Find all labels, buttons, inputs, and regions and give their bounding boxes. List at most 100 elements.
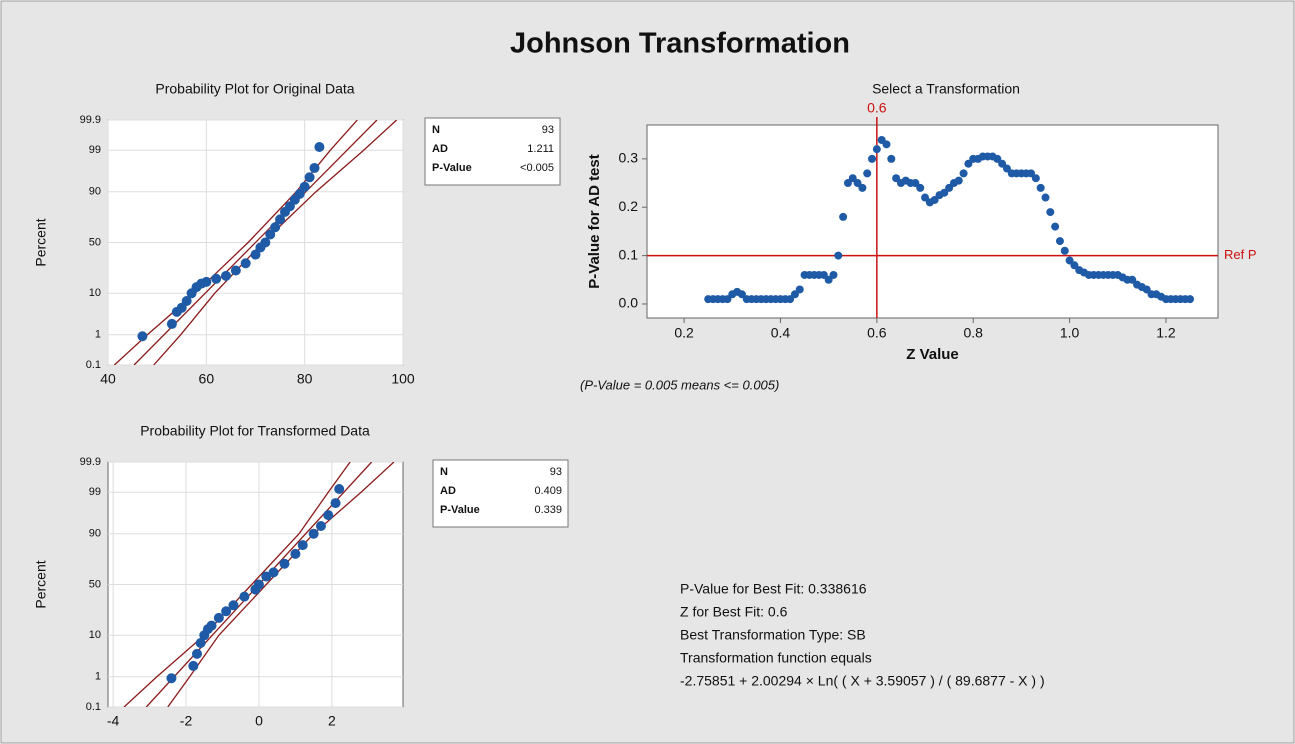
data-point: [213, 612, 224, 623]
data-point: [240, 258, 251, 269]
stats-label: AD: [440, 485, 456, 497]
summary-line: Best Transformation Type: SB: [680, 627, 866, 643]
y-tick-label: 10: [89, 287, 101, 299]
x-tick-label: 60: [199, 371, 215, 387]
data-point: [330, 498, 341, 509]
data-point: [887, 154, 896, 163]
data-point: [1031, 174, 1040, 183]
y-tick-label: 99.9: [80, 114, 101, 126]
y-tick-label: 50: [89, 236, 101, 248]
y-tick-label: 1: [95, 671, 101, 683]
data-point: [795, 285, 804, 294]
data-point: [181, 296, 192, 307]
data-point: [304, 172, 315, 183]
confidence-band: [167, 462, 395, 707]
data-point: [297, 540, 308, 551]
summary-line: -2.75851 + 2.00294 × Ln( ( X + 3.59057 )…: [680, 673, 1045, 689]
reference-label: Ref P: [1224, 247, 1257, 262]
y-tick-label: 99.9: [80, 456, 101, 468]
data-point: [228, 600, 239, 611]
plot-area: [646, 124, 1219, 319]
confidence-band: [113, 120, 358, 365]
stats-label: N: [432, 124, 440, 136]
stats-value: 93: [542, 124, 554, 136]
plot-title: Select a Transformation: [872, 81, 1020, 97]
data-point: [221, 606, 232, 617]
stats-box: [424, 117, 561, 186]
data-point: [959, 169, 968, 178]
y-tick-label: 99: [89, 486, 101, 498]
data-point: [261, 571, 272, 582]
data-point: [290, 548, 301, 559]
y-tick-label: 90: [89, 186, 101, 198]
x-tick-label: 0: [255, 713, 263, 729]
data-point: [834, 251, 843, 260]
summary-line: Z for Best Fit: 0.6: [680, 604, 788, 620]
y-tick-label: 1: [95, 329, 101, 341]
x-tick-label: 100: [391, 371, 415, 387]
data-point: [1036, 183, 1045, 192]
data-point: [211, 273, 222, 284]
data-point: [314, 142, 325, 153]
x-tick-label: 2: [328, 713, 336, 729]
data-point: [1055, 237, 1064, 246]
y-tick-label: 99: [89, 144, 101, 156]
data-point: [1186, 295, 1195, 304]
stats-box: [432, 459, 569, 528]
data-point: [916, 183, 925, 192]
data-point: [954, 176, 963, 185]
data-point: [221, 270, 231, 281]
data-point: [206, 620, 217, 631]
confidence-band: [123, 462, 351, 707]
plot-title: Probability Plot for Original Data: [155, 81, 354, 97]
x-tick-label: 40: [100, 371, 116, 387]
data-point: [1046, 208, 1055, 217]
data-point: [323, 510, 334, 521]
y-tick-label: 0.3: [619, 150, 639, 166]
data-point: [334, 484, 345, 495]
data-point: [839, 212, 848, 221]
y-axis-label: Percent: [33, 560, 49, 608]
data-point: [882, 140, 891, 149]
x-tick-label: -2: [180, 713, 193, 729]
data-point: [191, 648, 202, 659]
y-tick-label: 0.1: [619, 246, 639, 262]
y-tick-label: 0.0: [619, 295, 639, 311]
data-point: [299, 181, 310, 192]
x-tick-label: 1.0: [1060, 325, 1080, 341]
stats-value: <0.005: [520, 162, 554, 174]
y-tick-label: 50: [89, 578, 101, 590]
data-point: [250, 249, 261, 260]
x-tick-label: 80: [297, 371, 313, 387]
y-tick-label: 0.2: [619, 198, 639, 214]
x-tick-label: 0.4: [771, 325, 791, 341]
data-point: [294, 188, 305, 199]
data-point: [829, 270, 838, 279]
x-axis-label: Z Value: [906, 346, 959, 363]
data-point: [1051, 222, 1060, 231]
data-point: [201, 276, 212, 287]
data-point: [279, 558, 290, 569]
summary-line: P-Value for Best Fit: 0.338616: [680, 581, 867, 597]
data-point: [872, 145, 881, 154]
x-tick-label: 0.8: [963, 325, 983, 341]
selected-label: 0.6: [867, 100, 887, 116]
data-point: [253, 579, 264, 590]
data-point: [315, 520, 326, 531]
data-point: [265, 229, 276, 240]
stats-value: 1.211: [527, 143, 554, 155]
y-tick-label: 10: [89, 629, 101, 641]
data-point: [166, 318, 177, 329]
plot-title: Probability Plot for Transformed Data: [140, 423, 370, 439]
stats-label: P-Value: [440, 504, 480, 516]
data-point: [1041, 193, 1050, 202]
y-axis-label: Percent: [33, 218, 49, 266]
data-point: [268, 567, 279, 578]
page-title: Johnson Transformation: [510, 28, 850, 60]
data-point: [270, 222, 281, 233]
stats-label: P-Value: [432, 162, 472, 174]
y-tick-label: 0.1: [86, 701, 101, 713]
summary-line: Transformation function equals: [680, 650, 872, 666]
x-tick-label: -4: [107, 713, 120, 729]
y-axis-label: P-Value for AD test: [586, 154, 603, 288]
